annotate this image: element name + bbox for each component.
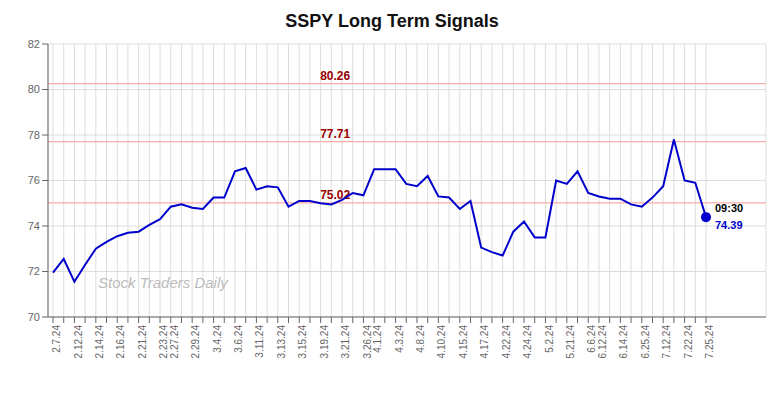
svg-text:7.25.24: 7.25.24 [704,325,715,359]
svg-text:2.14.24: 2.14.24 [94,325,105,359]
svg-text:3.26.24: 3.26.24 [362,325,373,359]
svg-text:4.17.24: 4.17.24 [479,325,490,359]
svg-text:4.1.24: 4.1.24 [372,325,383,353]
svg-text:3.13.24: 3.13.24 [276,325,287,359]
svg-text:3.15.24: 3.15.24 [297,325,308,359]
svg-text:4.24.24: 4.24.24 [522,325,533,359]
svg-text:5.21.24: 5.21.24 [565,325,576,359]
svg-text:6.12.24: 6.12.24 [597,325,608,359]
html-text:Stock Traders Daily: Stock Traders Daily [98,274,228,291]
svg-text:7.12.24: 7.12.24 [661,325,672,359]
svg-text:3.19.24: 3.19.24 [319,325,330,359]
svg-text:2.21.24: 2.21.24 [137,325,148,359]
svg-text:4.8.24: 4.8.24 [415,325,426,353]
svg-text:70: 70 [28,311,40,323]
svg-text:6.6.24: 6.6.24 [586,325,597,353]
svg-text:80.26: 80.26 [320,69,350,83]
svg-text:2.29.24: 2.29.24 [190,325,201,359]
svg-text:4.15.24: 4.15.24 [458,325,469,359]
svg-text:2.23.24: 2.23.24 [158,325,169,359]
svg-text:80: 80 [28,83,40,95]
svg-text:4.3.24: 4.3.24 [394,325,405,353]
svg-text:72: 72 [28,265,40,277]
html-text:SSPY Long Term Signals: SSPY Long Term Signals [285,11,499,31]
svg-text:3.21.24: 3.21.24 [340,325,351,359]
svg-text:82: 82 [28,38,40,50]
svg-text:2.7.24: 2.7.24 [51,325,62,353]
svg-text:7.22.24: 7.22.24 [683,325,694,359]
svg-text:74: 74 [28,220,40,232]
svg-text:6.25.24: 6.25.24 [640,325,651,359]
svg-text:78: 78 [28,129,40,141]
svg-text:74.39: 74.39 [715,219,743,231]
svg-text:4.22.24: 4.22.24 [501,325,512,359]
svg-text:76: 76 [28,174,40,186]
svg-text:5.2.24: 5.2.24 [544,325,555,353]
svg-text:2.12.24: 2.12.24 [73,325,84,359]
svg-text:75.02: 75.02 [320,188,350,202]
svg-text:3.4.24: 3.4.24 [212,325,223,353]
svg-text:77.71: 77.71 [320,127,350,141]
svg-text:3.6.24: 3.6.24 [233,325,244,353]
svg-text:2.16.24: 2.16.24 [115,325,126,359]
svg-text:6.14.24: 6.14.24 [618,325,629,359]
svg-text:4.10.24: 4.10.24 [436,325,447,359]
svg-text:2.27.24: 2.27.24 [169,325,180,359]
svg-text:09:30: 09:30 [715,202,743,214]
svg-text:3.11.24: 3.11.24 [254,325,265,358]
